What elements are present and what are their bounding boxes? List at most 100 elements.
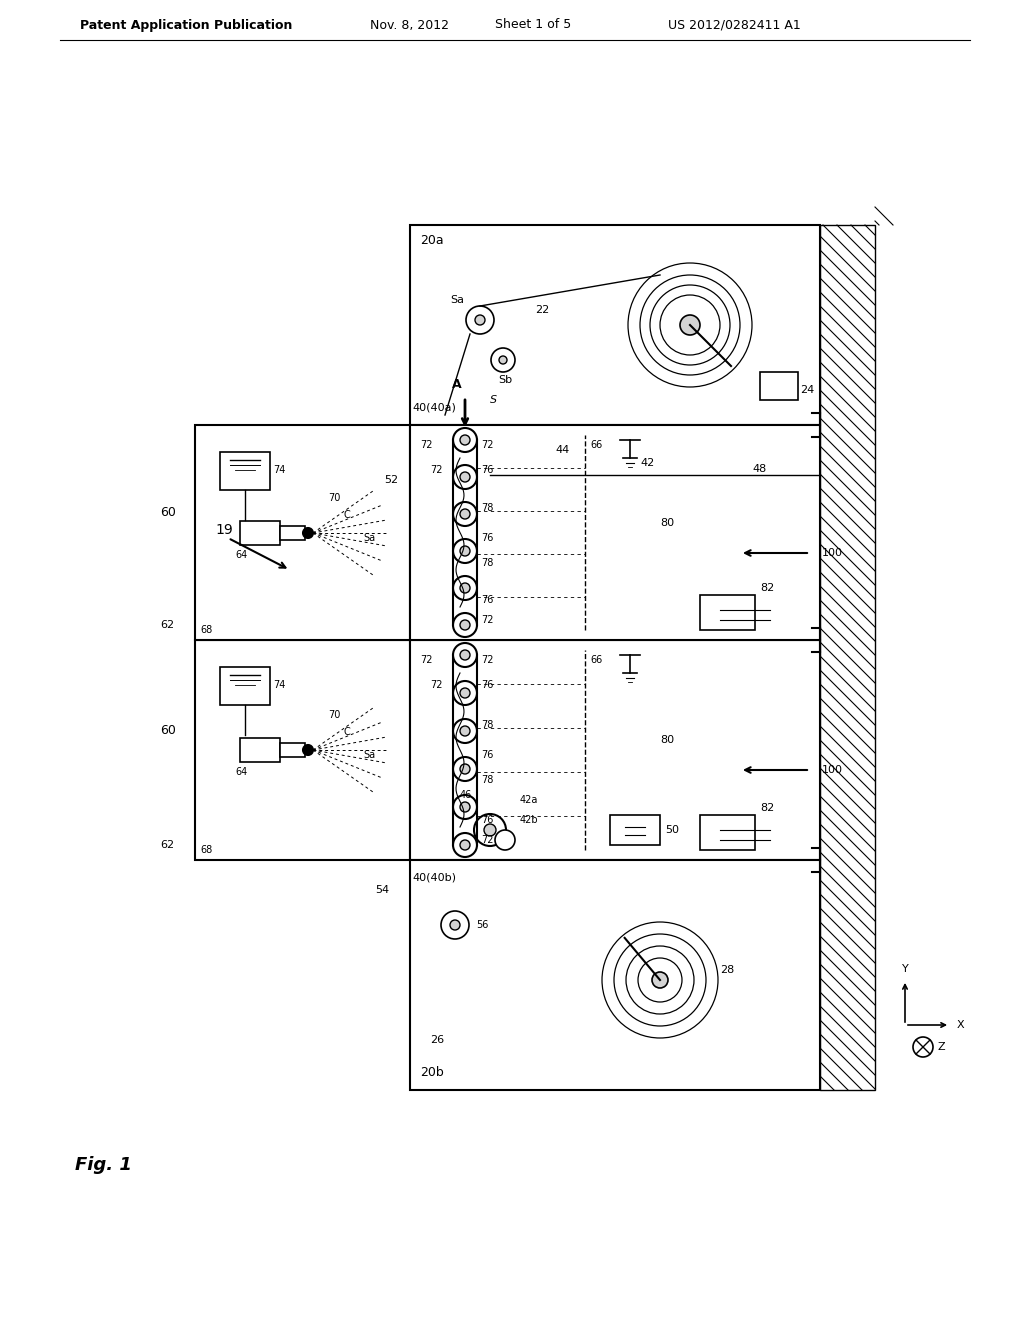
Circle shape <box>453 643 477 667</box>
Text: 66: 66 <box>590 655 602 665</box>
Circle shape <box>453 756 477 781</box>
Text: 60: 60 <box>160 507 176 520</box>
Text: 74: 74 <box>273 465 286 475</box>
Text: 76: 76 <box>481 750 494 760</box>
Circle shape <box>460 649 470 660</box>
Text: C: C <box>343 727 350 737</box>
Circle shape <box>460 726 470 737</box>
Circle shape <box>638 958 682 1002</box>
Text: US 2012/0282411 A1: US 2012/0282411 A1 <box>668 18 801 32</box>
Text: 70: 70 <box>328 492 340 503</box>
Text: Y: Y <box>901 964 908 974</box>
Circle shape <box>453 833 477 857</box>
Bar <box>700 814 755 850</box>
Bar <box>195 640 410 861</box>
Circle shape <box>303 744 313 755</box>
Text: 54: 54 <box>375 884 389 895</box>
Text: C: C <box>343 510 350 520</box>
Circle shape <box>466 306 494 334</box>
Circle shape <box>614 935 706 1026</box>
Text: 24: 24 <box>800 385 814 395</box>
Circle shape <box>460 620 470 630</box>
Text: A: A <box>452 379 462 392</box>
Bar <box>280 743 305 756</box>
Text: 28: 28 <box>720 965 734 975</box>
Circle shape <box>460 688 470 698</box>
Circle shape <box>626 946 694 1014</box>
Circle shape <box>453 502 477 525</box>
Bar <box>195 425 410 640</box>
Text: 78: 78 <box>481 719 494 730</box>
Text: 76: 76 <box>481 814 494 825</box>
Bar <box>410 224 820 425</box>
Text: 60: 60 <box>160 723 176 737</box>
Text: 76: 76 <box>481 533 494 543</box>
Text: 20a: 20a <box>420 234 443 247</box>
Circle shape <box>474 440 506 471</box>
Text: 50: 50 <box>665 825 679 836</box>
Text: 72: 72 <box>430 465 442 475</box>
Text: 72: 72 <box>420 440 432 450</box>
Circle shape <box>913 1038 933 1057</box>
Text: 64: 64 <box>234 550 247 560</box>
Text: 100: 100 <box>822 766 843 775</box>
Text: 68: 68 <box>200 624 212 635</box>
Text: 40(40b): 40(40b) <box>412 873 456 883</box>
Text: Z: Z <box>938 1041 945 1052</box>
Circle shape <box>460 436 470 445</box>
Circle shape <box>453 719 477 743</box>
Bar <box>410 640 820 861</box>
Bar <box>240 521 280 545</box>
Circle shape <box>460 764 470 774</box>
Text: 76: 76 <box>481 680 494 690</box>
Bar <box>410 861 820 1090</box>
Text: 56: 56 <box>476 920 488 931</box>
Text: 22: 22 <box>535 305 549 315</box>
Bar <box>220 451 270 490</box>
Bar <box>280 525 305 540</box>
Circle shape <box>650 285 730 366</box>
Text: Sb: Sb <box>498 375 512 385</box>
Bar <box>555 453 610 484</box>
Bar <box>700 595 755 630</box>
Text: 78: 78 <box>481 558 494 568</box>
Text: 76: 76 <box>481 595 494 605</box>
Circle shape <box>453 576 477 601</box>
Text: 74: 74 <box>273 680 286 690</box>
Text: Patent Application Publication: Patent Application Publication <box>80 18 293 32</box>
Text: 80: 80 <box>660 517 674 528</box>
Text: 78: 78 <box>481 775 494 785</box>
Text: 80: 80 <box>660 735 674 744</box>
Text: 48: 48 <box>752 465 766 474</box>
Circle shape <box>460 840 470 850</box>
Polygon shape <box>420 875 445 900</box>
Text: S: S <box>490 395 497 405</box>
Circle shape <box>460 803 470 812</box>
Text: 78: 78 <box>481 503 494 513</box>
Circle shape <box>453 465 477 488</box>
Text: 62: 62 <box>160 620 174 630</box>
Text: 68: 68 <box>200 845 212 855</box>
Circle shape <box>490 348 515 372</box>
Circle shape <box>680 315 700 335</box>
Text: 62: 62 <box>160 840 174 850</box>
Bar <box>220 667 270 705</box>
Text: 72: 72 <box>420 655 432 665</box>
Text: 52: 52 <box>384 475 398 484</box>
Text: Sa: Sa <box>450 294 464 305</box>
Text: 70: 70 <box>328 710 340 719</box>
Text: 76: 76 <box>481 465 494 475</box>
Text: 44: 44 <box>555 445 569 455</box>
Text: X: X <box>956 1020 964 1030</box>
Text: 20b: 20b <box>420 1065 443 1078</box>
Circle shape <box>450 920 460 931</box>
Circle shape <box>303 528 313 539</box>
Text: 72: 72 <box>481 440 494 450</box>
Bar <box>710 458 748 480</box>
Circle shape <box>453 539 477 564</box>
Circle shape <box>484 449 496 461</box>
Circle shape <box>453 795 477 818</box>
Text: 82: 82 <box>760 583 774 593</box>
Circle shape <box>499 356 507 364</box>
Bar <box>820 224 874 1090</box>
